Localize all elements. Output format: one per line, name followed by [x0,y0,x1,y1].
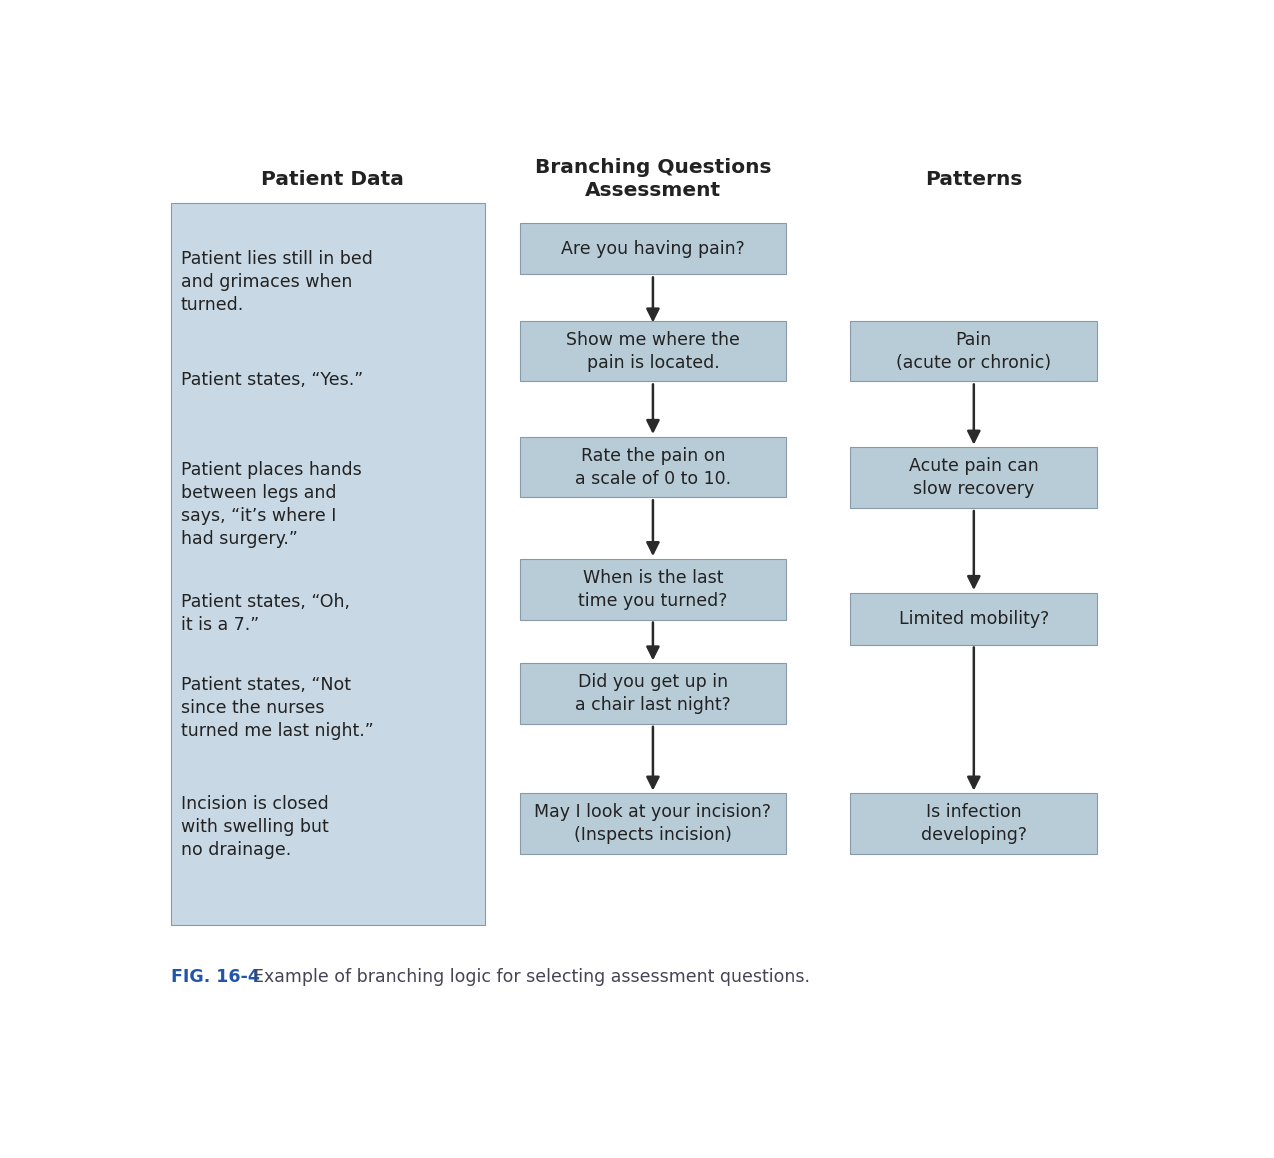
FancyBboxPatch shape [520,321,786,381]
Text: Example of branching logic for selecting assessment questions.: Example of branching logic for selecting… [242,968,810,987]
Text: FIG. 16-4: FIG. 16-4 [171,968,260,987]
Text: Patient places hands
between legs and
says, “it’s where I
had surgery.”: Patient places hands between legs and sa… [181,461,362,548]
Text: Show me where the
pain is located.: Show me where the pain is located. [566,331,740,372]
FancyBboxPatch shape [851,447,1097,508]
Text: Is infection
developing?: Is infection developing? [921,804,1027,844]
Text: When is the last
time you turned?: When is the last time you turned? [578,569,727,610]
FancyBboxPatch shape [520,222,786,274]
Text: Rate the pain on
a scale of 0 to 10.: Rate the pain on a scale of 0 to 10. [575,447,731,488]
FancyBboxPatch shape [851,793,1097,855]
FancyBboxPatch shape [520,793,786,855]
Text: Patient states, “Oh,
it is a 7.”: Patient states, “Oh, it is a 7.” [181,593,350,633]
FancyBboxPatch shape [851,321,1097,381]
Text: Patterns: Patterns [925,169,1023,189]
Text: Patient Data: Patient Data [261,169,404,189]
FancyBboxPatch shape [520,559,786,620]
Text: Acute pain can
slow recovery: Acute pain can slow recovery [908,457,1038,498]
Text: Patient states, “Not
since the nurses
turned me last night.”: Patient states, “Not since the nurses tu… [181,676,373,740]
Text: May I look at your incision?
(Inspects incision): May I look at your incision? (Inspects i… [534,804,772,844]
FancyBboxPatch shape [520,664,786,724]
FancyBboxPatch shape [851,593,1097,645]
Text: Branching Questions
Assessment: Branching Questions Assessment [535,157,771,200]
Text: Did you get up in
a chair last night?: Did you get up in a chair last night? [575,673,731,714]
FancyBboxPatch shape [520,437,786,498]
Text: Patient states, “Yes.”: Patient states, “Yes.” [181,371,363,389]
Text: Pain
(acute or chronic): Pain (acute or chronic) [896,331,1051,372]
Text: Patient lies still in bed
and grimaces when
turned.: Patient lies still in bed and grimaces w… [181,250,373,314]
Text: Incision is closed
with swelling but
no drainage.: Incision is closed with swelling but no … [181,796,329,859]
Text: Limited mobility?: Limited mobility? [898,609,1049,628]
FancyBboxPatch shape [171,203,485,925]
Text: Are you having pain?: Are you having pain? [561,240,745,257]
